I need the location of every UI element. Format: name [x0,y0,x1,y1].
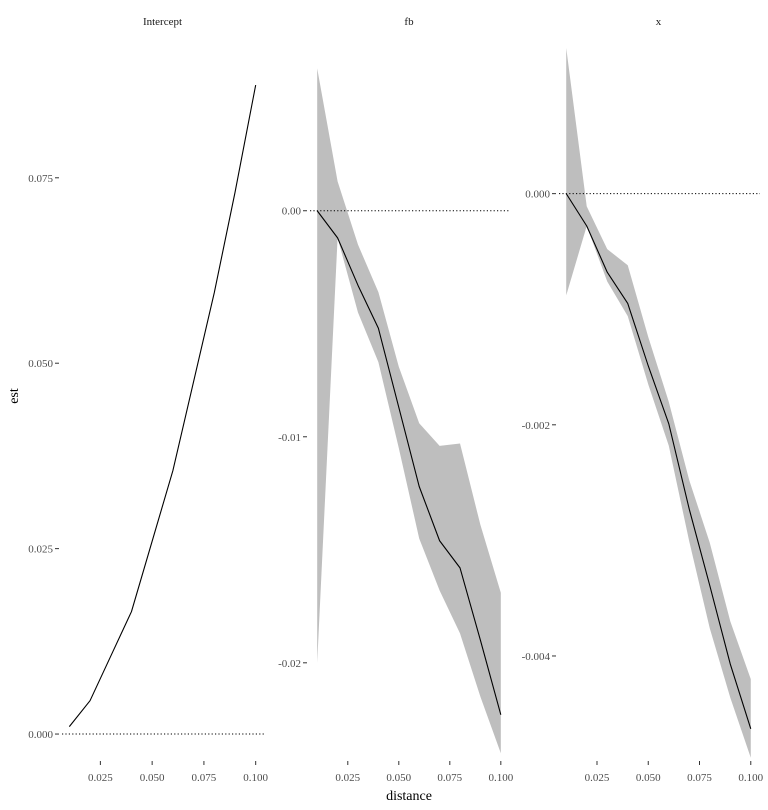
y-tick-label: 0.000 [28,729,53,741]
y-tick-label: -0.02 [278,658,301,670]
x-tick-label: 0.100 [243,772,268,784]
y-axis-title: est [7,388,22,404]
panel-x: x 0.000 -0.002 -0.004 0.025 0.050 0.075 0.100 [522,16,764,784]
x-tick-label: 0.050 [386,772,411,784]
panel-title: fb [404,16,414,28]
x-tick-label: 0.025 [335,772,360,784]
x-tick-label: 0.075 [437,772,462,784]
y-tick-label: 0.00 [282,206,302,218]
x-tick-label: 0.100 [738,772,763,784]
panel-title: x [656,16,662,28]
confidence-ribbon [317,68,501,754]
estimate-line [68,84,257,727]
panel-fb: fb 0.00 -0.01 -0.02 0.025 0.050 0.075 0.100 [278,16,514,784]
y-tick-label: 0.025 [28,544,53,556]
y-tick-label: 0.050 [28,358,53,370]
x-axis-title: distance [386,789,432,804]
estimate-line [316,210,502,715]
x-tick-label: 0.050 [636,772,661,784]
panel-intercept: Intercept 0.000 0.025 0.050 0.075 0.025 0.050 0… [28,16,268,784]
confidence-ribbon [566,48,751,758]
x-tick-label: 0.100 [488,772,513,784]
y-tick-label: -0.01 [278,432,301,444]
y-tick-label: 0.000 [525,189,550,201]
x-tick-label: 0.075 [192,772,217,784]
y-tick-label: -0.002 [522,420,550,432]
y-tick-label: 0.075 [28,173,53,185]
panel-title: Intercept [143,16,182,28]
y-tick-label: -0.004 [522,651,551,663]
x-tick-label: 0.075 [687,772,712,784]
x-tick-label: 0.025 [88,772,113,784]
x-tick-label: 0.050 [140,772,165,784]
estimate-line [565,193,752,729]
x-tick-label: 0.025 [585,772,610,784]
